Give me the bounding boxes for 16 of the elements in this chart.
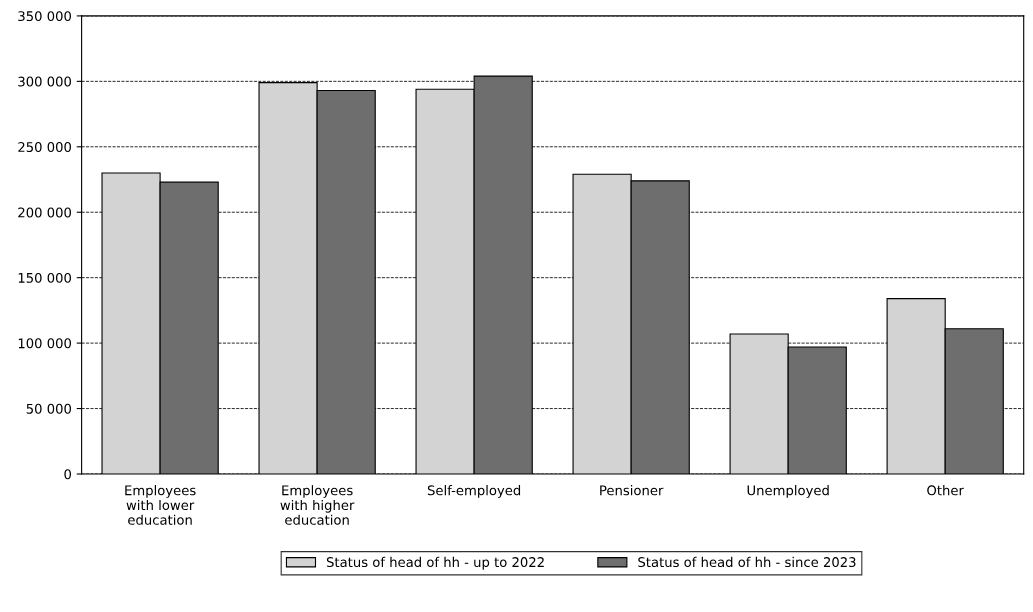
legend-label: Status of head of hh - since 2023 [638, 556, 856, 568]
y-tick-label: 150 000 [18, 272, 72, 283]
y-tick-label: 300 000 [18, 76, 72, 87]
x-tick-label: Unemployed [747, 485, 829, 498]
y-tick-label: 100 000 [18, 338, 72, 349]
y-tick-label: 250 000 [18, 142, 72, 152]
x-tick-label: Pensioner [600, 485, 664, 496]
y-tick-label: 0 [64, 469, 72, 480]
legend-label: Status of head of hh - up to 2022 [326, 556, 544, 570]
y-tick-label: 50 000 [26, 403, 72, 414]
x-tick-label: Employees with lower education [125, 485, 196, 525]
y-tick-label: 350 000 [18, 11, 72, 22]
x-tick-label: Self-employed [427, 485, 521, 498]
x-tick-label: Employees with higher education [280, 485, 355, 525]
x-tick-label: Other [927, 485, 964, 496]
y-tick-label: 200 000 [18, 207, 72, 218]
